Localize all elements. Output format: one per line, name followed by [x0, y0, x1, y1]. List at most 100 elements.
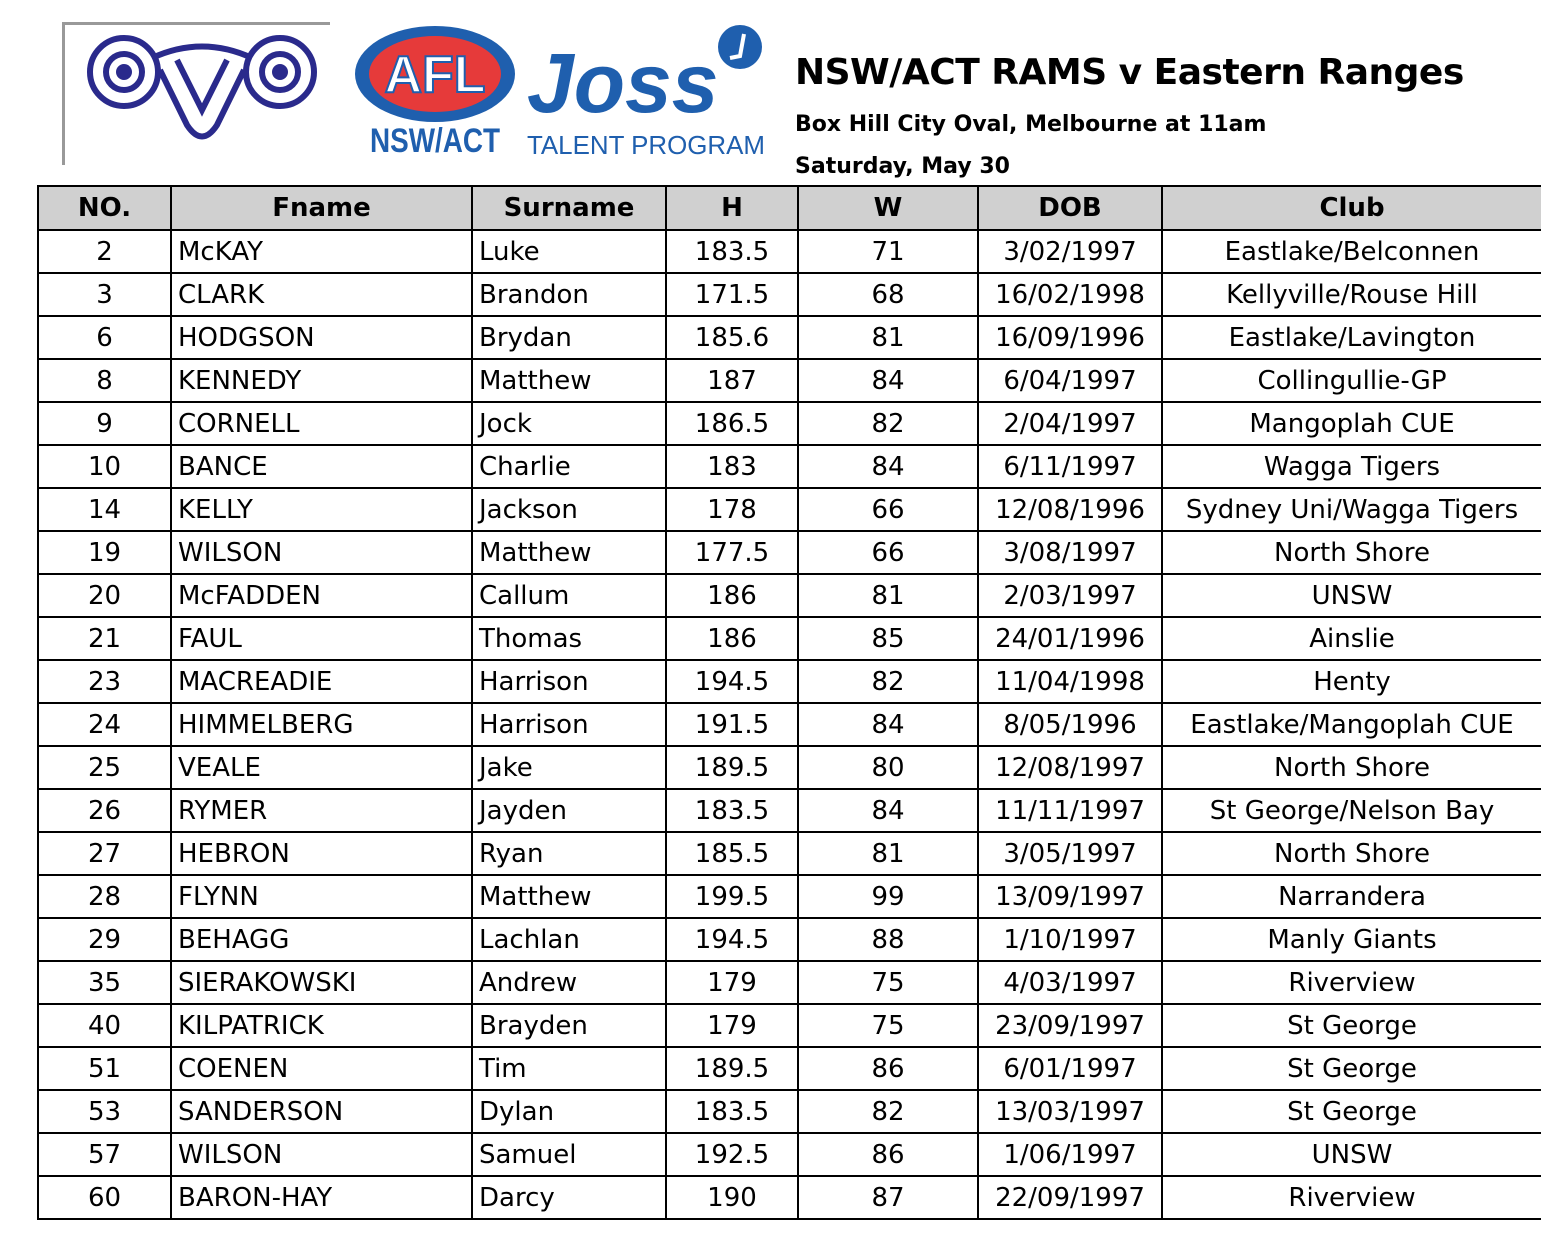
surname-cell: Ryan: [471, 831, 667, 876]
club-cell: Narrandera: [1161, 874, 1541, 919]
table-header-row: NO. Fname Surname H W DOB Club: [37, 185, 1541, 231]
match-title: NSW/ACT RAMS v Eastern Ranges: [795, 52, 1464, 93]
player-number-cell: 60: [37, 1175, 172, 1220]
dob-cell: 3/08/1997: [977, 530, 1163, 575]
weight-cell: 84: [797, 702, 979, 747]
dob-cell: 2/03/1997: [977, 573, 1163, 618]
player-number-cell: 9: [37, 401, 172, 446]
column-header: DOB: [977, 185, 1163, 231]
dob-cell: 2/04/1997: [977, 401, 1163, 446]
table-row: 57 WILSON Samuel 192.5 86 1/06/1997 UNSW: [37, 1132, 1541, 1177]
first-name-cell: SANDERSON: [170, 1089, 473, 1134]
first-name-cell: BARON-HAY: [170, 1175, 473, 1220]
table-row: 40 KILPATRICK Brayden 179 75 23/09/1997 St Geo…: [37, 1003, 1541, 1048]
first-name-cell: KELLY: [170, 487, 473, 532]
height-cell: 185.5: [665, 831, 799, 876]
weight-cell: 82: [797, 1089, 979, 1134]
height-cell: 187: [665, 358, 799, 403]
height-cell: 199.5: [665, 874, 799, 919]
height-cell: 177.5: [665, 530, 799, 575]
dob-cell: 22/09/1997: [977, 1175, 1163, 1220]
dob-cell: 1/06/1997: [977, 1132, 1163, 1177]
first-name-cell: VEALE: [170, 745, 473, 790]
club-cell: Sydney Uni/Wagga Tigers: [1161, 487, 1541, 532]
weight-cell: 84: [797, 788, 979, 833]
club-cell: St George/Nelson Bay: [1161, 788, 1541, 833]
first-name-cell: KILPATRICK: [170, 1003, 473, 1048]
first-name-cell: MACREADIE: [170, 659, 473, 704]
match-date: Saturday, May 30: [795, 154, 1010, 179]
dob-cell: 12/08/1996: [977, 487, 1163, 532]
club-cell: Eastlake/Mangoplah CUE: [1161, 702, 1541, 747]
dob-cell: 8/05/1996: [977, 702, 1163, 747]
club-cell: Collingullie-GP: [1161, 358, 1541, 403]
first-name-cell: HODGSON: [170, 315, 473, 360]
club-cell: North Shore: [1161, 530, 1541, 575]
afl-nsw-act-logo: AFL NSW/ACT: [355, 26, 515, 159]
height-cell: 194.5: [665, 917, 799, 962]
surname-cell: Dylan: [471, 1089, 667, 1134]
first-name-cell: WILSON: [170, 1132, 473, 1177]
height-cell: 178: [665, 487, 799, 532]
table-row: 2 McKAY Luke 183.5 71 3/02/1997 Eastlake/Belco…: [37, 229, 1541, 274]
club-cell: Mangoplah CUE: [1161, 401, 1541, 446]
player-number-cell: 8: [37, 358, 172, 403]
dob-cell: 16/02/1998: [977, 272, 1163, 317]
height-cell: 179: [665, 1003, 799, 1048]
dob-cell: 1/10/1997: [977, 917, 1163, 962]
weight-cell: 75: [797, 960, 979, 1005]
player-number-cell: 27: [37, 831, 172, 876]
height-cell: 179: [665, 960, 799, 1005]
column-header: H: [665, 185, 799, 231]
surname-cell: Charlie: [471, 444, 667, 489]
player-number-cell: 21: [37, 616, 172, 661]
weight-cell: 81: [797, 573, 979, 618]
surname-cell: Andrew: [471, 960, 667, 1005]
club-cell: St George: [1161, 1046, 1541, 1091]
height-cell: 185.6: [665, 315, 799, 360]
player-number-cell: 2: [37, 229, 172, 274]
height-cell: 183.5: [665, 229, 799, 274]
height-cell: 183.5: [665, 788, 799, 833]
table-row: 14 KELLY Jackson 178 66 12/08/1996 Sydney Uni/…: [37, 487, 1541, 532]
surname-cell: Brayden: [471, 1003, 667, 1048]
dob-cell: 3/05/1997: [977, 831, 1163, 876]
player-number-cell: 24: [37, 702, 172, 747]
height-cell: 171.5: [665, 272, 799, 317]
height-cell: 194.5: [665, 659, 799, 704]
weight-cell: 80: [797, 745, 979, 790]
column-header: Surname: [471, 185, 667, 231]
player-number-cell: 20: [37, 573, 172, 618]
weight-cell: 82: [797, 659, 979, 704]
player-number-cell: 6: [37, 315, 172, 360]
table-row: 9 CORNELL Jock 186.5 82 2/04/1997 Mangoplah CU…: [37, 401, 1541, 446]
surname-cell: Brydan: [471, 315, 667, 360]
surname-cell: Tim: [471, 1046, 667, 1091]
weight-cell: 66: [797, 487, 979, 532]
surname-cell: Thomas: [471, 616, 667, 661]
first-name-cell: FLYNN: [170, 874, 473, 919]
height-cell: 183: [665, 444, 799, 489]
weight-cell: 66: [797, 530, 979, 575]
weight-cell: 68: [797, 272, 979, 317]
weight-cell: 71: [797, 229, 979, 274]
player-number-cell: 57: [37, 1132, 172, 1177]
club-cell: UNSW: [1161, 573, 1541, 618]
table-row: 53 SANDERSON Dylan 183.5 82 13/03/1997 St Geor…: [37, 1089, 1541, 1134]
surname-cell: Darcy: [471, 1175, 667, 1220]
club-cell: Kellyville/Rouse Hill: [1161, 272, 1541, 317]
player-number-cell: 25: [37, 745, 172, 790]
column-header: Club: [1161, 185, 1541, 231]
height-cell: 191.5: [665, 702, 799, 747]
club-cell: Henty: [1161, 659, 1541, 704]
player-number-cell: 53: [37, 1089, 172, 1134]
player-number-cell: 14: [37, 487, 172, 532]
first-name-cell: WILSON: [170, 530, 473, 575]
first-name-cell: BANCE: [170, 444, 473, 489]
dob-cell: 24/01/1996: [977, 616, 1163, 661]
dob-cell: 6/11/1997: [977, 444, 1163, 489]
weight-cell: 86: [797, 1046, 979, 1091]
first-name-cell: HEBRON: [170, 831, 473, 876]
surname-cell: Matthew: [471, 874, 667, 919]
svg-text:AFL: AFL: [384, 46, 485, 104]
